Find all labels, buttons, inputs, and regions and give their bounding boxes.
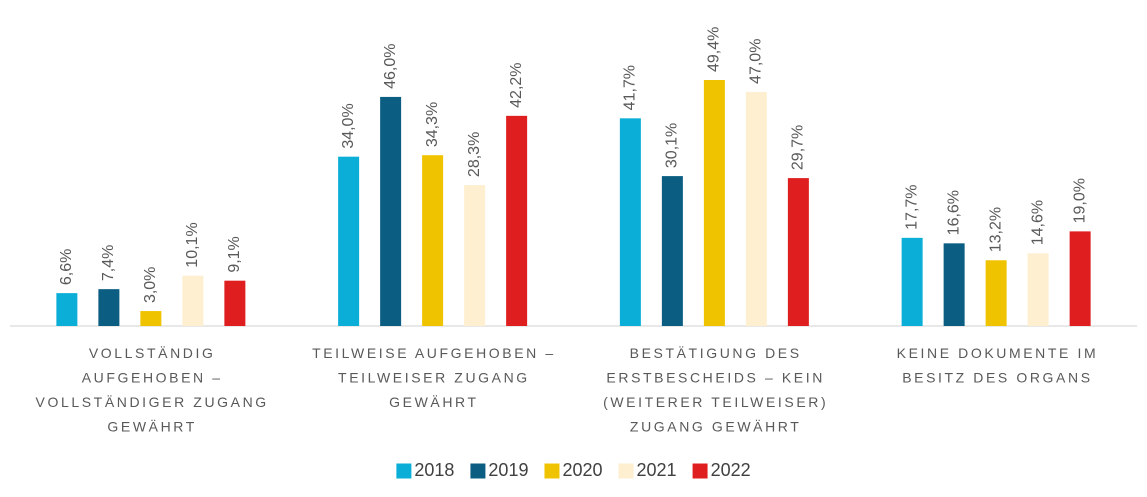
x-tick-label: (WEITERER TEILWEISER) bbox=[603, 394, 828, 410]
value-label: 7,4% bbox=[100, 245, 117, 281]
x-tick-label: GEWÄHRT bbox=[107, 419, 197, 435]
legend-label: 2021 bbox=[637, 460, 677, 480]
value-label: 42,2% bbox=[508, 62, 525, 107]
value-label: 16,6% bbox=[945, 190, 962, 235]
bar bbox=[338, 156, 360, 326]
x-tick-label: AUFGEHOBEN – bbox=[82, 370, 223, 386]
x-tick-label: TEILWEISE AUFGEHOBEN – bbox=[312, 345, 556, 361]
bar bbox=[619, 118, 641, 326]
bar bbox=[703, 79, 725, 326]
x-tick-label: ERSTBESCHEIDS – KEIN bbox=[606, 370, 825, 386]
bar bbox=[901, 237, 923, 326]
legend-swatch bbox=[544, 463, 560, 479]
value-label: 6,6% bbox=[58, 249, 75, 285]
bar bbox=[661, 176, 683, 326]
legend-swatch bbox=[692, 463, 708, 479]
bar bbox=[787, 178, 809, 326]
value-label: 30,1% bbox=[664, 123, 681, 168]
bar bbox=[943, 243, 965, 326]
x-tick-label: GEWÄHRT bbox=[389, 394, 479, 410]
bar bbox=[140, 311, 162, 326]
bar bbox=[1027, 253, 1049, 326]
value-label: 3,0% bbox=[142, 267, 159, 303]
value-label: 10,1% bbox=[184, 222, 201, 267]
x-tick-label: VOLLSTÄNDIGER ZUGANG bbox=[36, 394, 269, 410]
x-tick-label: VOLLSTÄNDIG bbox=[89, 345, 216, 361]
bar bbox=[422, 155, 444, 326]
value-label: 46,0% bbox=[382, 44, 399, 89]
bar bbox=[182, 275, 204, 326]
value-label: 28,3% bbox=[466, 132, 483, 177]
value-label: 19,0% bbox=[1071, 178, 1088, 223]
value-label: 29,7% bbox=[790, 125, 807, 170]
legend-label: 2022 bbox=[711, 460, 751, 480]
legend-label: 2019 bbox=[488, 460, 528, 480]
bar bbox=[506, 115, 528, 327]
bar bbox=[98, 289, 120, 326]
value-label: 49,4% bbox=[706, 27, 723, 72]
legend-swatch bbox=[618, 463, 634, 479]
bar bbox=[56, 293, 78, 326]
bar bbox=[380, 96, 402, 326]
legend-swatch bbox=[396, 463, 412, 479]
bar bbox=[464, 185, 486, 326]
value-label: 13,2% bbox=[987, 207, 1004, 252]
bar bbox=[1069, 231, 1091, 326]
legend-label: 2020 bbox=[562, 460, 602, 480]
bar bbox=[224, 280, 246, 326]
value-label: 9,1% bbox=[226, 236, 243, 272]
value-label: 41,7% bbox=[622, 65, 639, 110]
bar bbox=[985, 260, 1007, 326]
x-tick-label: BESTÄTIGUNG DES bbox=[630, 345, 802, 361]
value-label: 47,0% bbox=[748, 39, 765, 84]
value-label: 34,3% bbox=[424, 102, 441, 147]
x-tick-label: BESITZ DES ORGANS bbox=[902, 370, 1092, 386]
value-label: 14,6% bbox=[1029, 200, 1046, 245]
x-tick-label: TEILWEISER ZUGANG bbox=[338, 370, 530, 386]
x-tick-label: ZUGANG GEWÄHRT bbox=[630, 419, 801, 435]
legend-swatch bbox=[470, 463, 486, 479]
value-label: 17,7% bbox=[903, 184, 920, 229]
legend-label: 2018 bbox=[414, 460, 454, 480]
value-label: 34,0% bbox=[340, 103, 357, 148]
bar bbox=[745, 91, 767, 326]
x-tick-label: KEINE DOKUMENTE IM bbox=[897, 345, 1099, 361]
